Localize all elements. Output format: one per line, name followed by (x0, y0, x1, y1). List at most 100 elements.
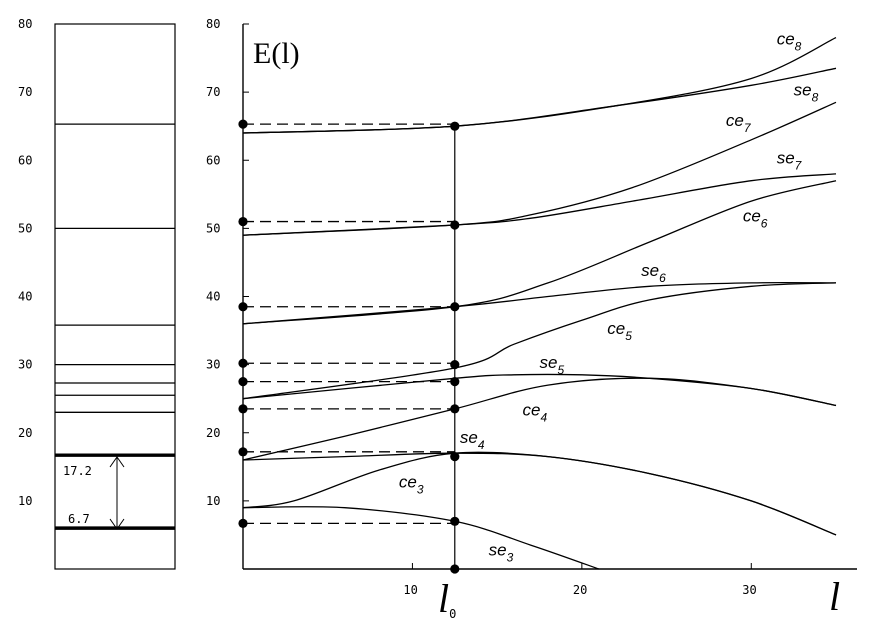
curve-label-subscript: 6 (659, 271, 666, 285)
y-tick-label: 50 (206, 221, 220, 235)
x-ticks: 10 20 30 (403, 563, 757, 597)
left-axis-dot (238, 358, 248, 368)
curve-label-subscript: 5 (557, 363, 564, 377)
level-diagram-y-tick: 20 (18, 426, 32, 440)
level-diagram-y-tick: 50 (18, 221, 32, 235)
l0-dot (450, 360, 460, 370)
curve-label-subscript: 3 (507, 550, 514, 564)
curve-label-se8: se8 (794, 81, 819, 105)
l0-dot (450, 516, 460, 526)
curve-label-base: ce (777, 29, 795, 48)
curve-se7 (242, 173, 837, 236)
gap-arrow-head-down (109, 518, 125, 530)
l0-dot (450, 451, 460, 462)
curve-se6 (242, 281, 837, 325)
left-axis-dot (238, 447, 248, 457)
x-tick-label: 10 (403, 583, 417, 597)
curve-label-subscript: 8 (812, 91, 819, 105)
curve-label-base: ce (399, 472, 417, 491)
l0-label: l0 (438, 576, 456, 621)
l0-dot (450, 220, 460, 230)
gap-lower-label: 6.7 (68, 512, 90, 526)
curve-se8 (242, 67, 837, 134)
plot-title: E(l) (253, 37, 300, 70)
curve-ce6 (242, 180, 837, 325)
left-axis-dot (238, 377, 248, 387)
level-diagram-y-tick: 80 (18, 17, 32, 31)
level-diagram-y-tick: 60 (18, 153, 32, 167)
level-diagram-frame (54, 23, 176, 570)
l0-dot (450, 121, 460, 131)
gap-arrow-head-up (109, 456, 125, 468)
curve-label-base: se (641, 261, 659, 280)
level-diagram-y-tick: 30 (18, 358, 32, 372)
curves (242, 37, 837, 570)
left-axis-dot (238, 119, 248, 129)
curve-label-ce5: ce5 (607, 319, 632, 343)
y-ticks: 10 20 30 40 50 60 70 80 (206, 17, 249, 508)
curve-label-se3: se3 (489, 540, 514, 564)
curve-label-base: ce (726, 111, 744, 130)
curve-label-se5: se5 (540, 353, 565, 377)
left-axis-dot (238, 518, 248, 528)
curve-se3 (242, 506, 600, 570)
curve-label-subscript: 4 (541, 411, 548, 425)
curve-label-base: se (794, 81, 812, 100)
gap-upper-label: 17.2 (63, 464, 92, 478)
curve-label-subscript: 7 (795, 159, 803, 173)
curve-label-ce7: ce7 (726, 111, 752, 135)
dashed-level-lines (243, 123, 455, 525)
curve-ce3 (242, 451, 837, 536)
curve-se4 (242, 452, 837, 536)
level-diagram-y-tick: 40 (18, 290, 32, 304)
l0-dot (450, 302, 460, 312)
curve-label-se7: se7 (777, 149, 803, 173)
curve-label-ce4: ce4 (523, 401, 548, 425)
gap-annotation: 17.2 6.7 (63, 456, 125, 530)
y-tick-label: 80 (206, 17, 220, 31)
y-tick-label: 20 (206, 426, 220, 440)
dots (238, 119, 460, 574)
curve-label-subscript: 3 (417, 482, 424, 496)
x-tick-label: 30 (742, 583, 756, 597)
curve-label-ce8: ce8 (777, 29, 802, 53)
x-axis-label: l (829, 574, 840, 619)
y-tick-label: 40 (206, 290, 220, 304)
curve-label-subscript: 4 (478, 438, 485, 452)
curve-label-base: se (777, 149, 795, 168)
l0-dot (450, 377, 460, 387)
curve-ce5 (242, 282, 837, 400)
curve-ce4 (242, 377, 837, 461)
curve-label-base: ce (607, 319, 625, 338)
curve-label-base: se (540, 353, 558, 372)
level-lines (55, 123, 175, 530)
curve-label-se4: se4 (460, 428, 485, 452)
curve-label-base: ce (743, 207, 761, 226)
curve-label-ce3: ce3 (399, 472, 424, 496)
curve-label-base: se (460, 428, 478, 447)
curve-label-base: ce (523, 401, 541, 420)
left-axis-dot (238, 216, 248, 227)
curve-label-ce6: ce6 (743, 207, 768, 231)
y-tick-label: 60 (206, 153, 220, 167)
y-tick-label: 70 (206, 85, 220, 99)
curve-label-base: se (489, 540, 507, 559)
l0-label-subscript: 0 (449, 607, 456, 621)
level-diagram-y-tick: 10 (18, 494, 32, 508)
l0-label-base: l (438, 576, 449, 621)
level-diagram-y-ticks: 10 20 30 40 50 60 70 80 (18, 17, 32, 508)
l0-dot (450, 404, 460, 414)
curve-label-subscript: 7 (744, 121, 752, 135)
level-diagram: 10 20 30 40 50 60 70 80 17.2 6.7 (18, 17, 176, 570)
l0-dot (450, 564, 460, 574)
left-axis-dot (238, 404, 248, 414)
left-axis-dot (238, 302, 248, 312)
curve-label-subscript: 5 (625, 329, 632, 343)
x-tick-label: 20 (573, 583, 587, 597)
curve-label-subscript: 8 (795, 39, 802, 53)
curve-label-subscript: 6 (761, 217, 768, 231)
y-tick-label: 30 (206, 358, 220, 372)
